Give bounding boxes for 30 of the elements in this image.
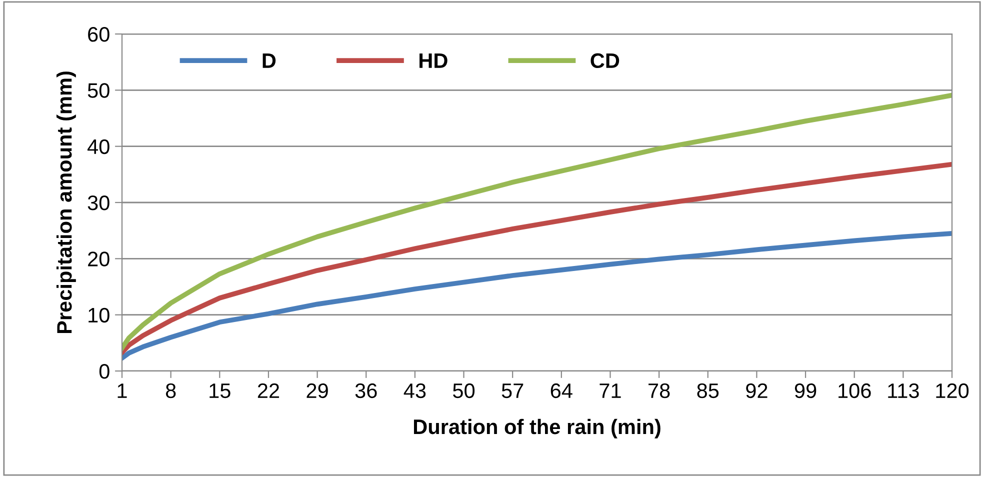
x-tick-label: 1 <box>118 384 127 398</box>
x-tick-label: 113 <box>888 383 919 398</box>
x-tick-label: 29 <box>306 383 328 398</box>
legend-label: D <box>262 54 276 68</box>
legend-label: CD <box>590 53 620 68</box>
legend-label: HD <box>420 54 448 68</box>
y-tick-label: 30 <box>88 196 110 210</box>
y-tick-label: 20 <box>88 252 110 266</box>
y-tick-label: 10 <box>88 308 110 323</box>
x-tick-label: 8 <box>166 383 176 398</box>
x-tick-label: 92 <box>746 383 768 398</box>
y-tick-label: 40 <box>88 139 110 154</box>
x-tick-label: 22 <box>258 383 280 398</box>
y-tick-label: 50 <box>88 83 110 98</box>
x-tick-label: 43 <box>404 383 426 398</box>
x-tick-label: 85 <box>697 383 719 398</box>
x-tick-label: 57 <box>502 384 524 398</box>
y-tick-label: 60 <box>88 27 110 42</box>
x-tick-label: 71 <box>600 384 621 398</box>
x-tick-label: 106 <box>838 383 871 398</box>
x-tick-label: 64 <box>550 383 572 398</box>
y-tick-label: 0 <box>99 364 110 379</box>
y-axis-title: Precipitation amount (mm) <box>56 72 76 334</box>
x-tick-label: 120 <box>936 383 969 398</box>
x-axis-title: Duration of the rain (min) <box>414 418 660 438</box>
x-tick-label: 50 <box>453 383 475 398</box>
x-tick-label: 99 <box>794 383 816 398</box>
x-tick-label: 78 <box>648 383 670 398</box>
x-tick-label: 15 <box>210 384 230 398</box>
x-tick-label: 36 <box>355 383 377 398</box>
